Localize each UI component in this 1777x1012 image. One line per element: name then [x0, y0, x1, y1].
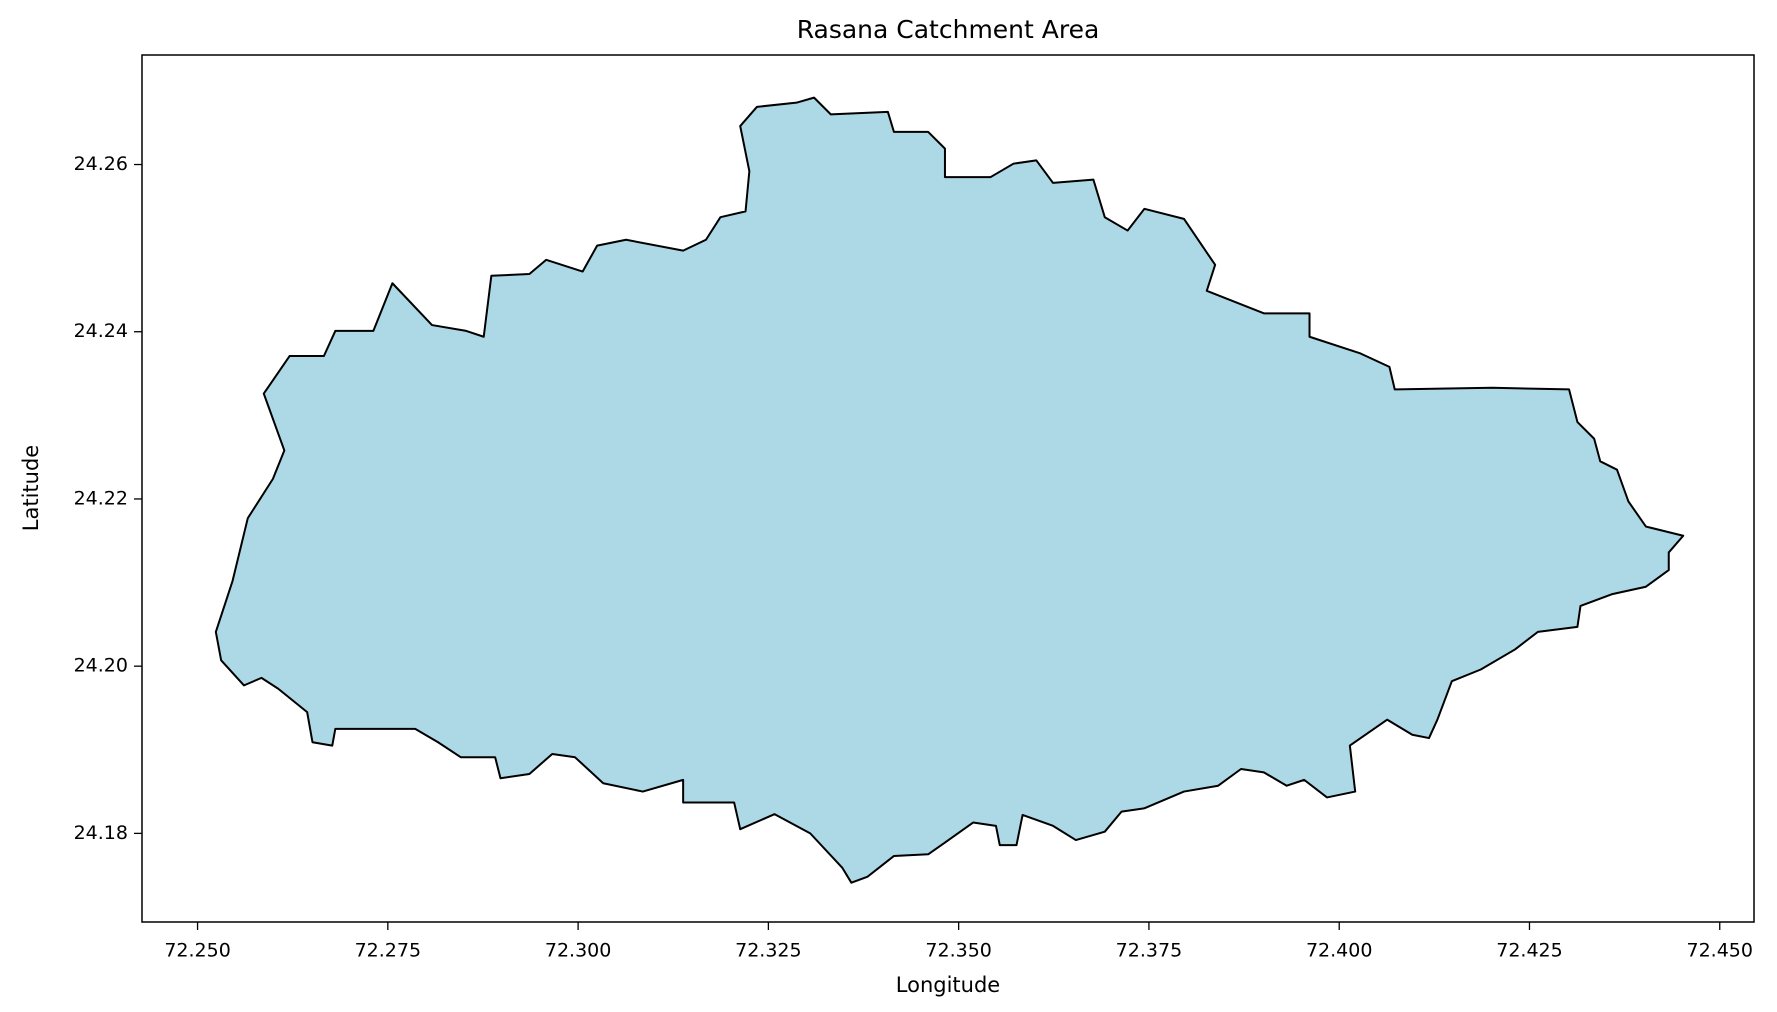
y-tick-label: 24.20: [74, 655, 128, 677]
catchment-polygon: [214, 96, 1685, 884]
y-tick-label: 24.22: [74, 487, 128, 509]
x-tick-label: 72.350: [925, 940, 991, 962]
chart-title: Rasana Catchment Area: [797, 15, 1100, 44]
x-tick-label: 72.275: [355, 940, 421, 962]
y-axis-label: Latitude: [19, 445, 43, 531]
x-tick-label: 72.450: [1687, 940, 1753, 962]
x-tick-label: 72.325: [735, 940, 801, 962]
x-axis-label: Longitude: [896, 973, 1000, 997]
y-tick-label: 24.18: [74, 822, 128, 844]
y-tick-label: 24.26: [74, 153, 128, 175]
x-tick-label: 72.300: [545, 940, 611, 962]
plot-frame: [141, 54, 1755, 923]
x-tick-label: 72.400: [1306, 940, 1372, 962]
y-tick-label: 24.24: [74, 320, 128, 342]
x-tick-label: 72.375: [1116, 940, 1182, 962]
x-tick-label: 72.425: [1496, 940, 1562, 962]
x-tick-label: 72.250: [164, 940, 230, 962]
